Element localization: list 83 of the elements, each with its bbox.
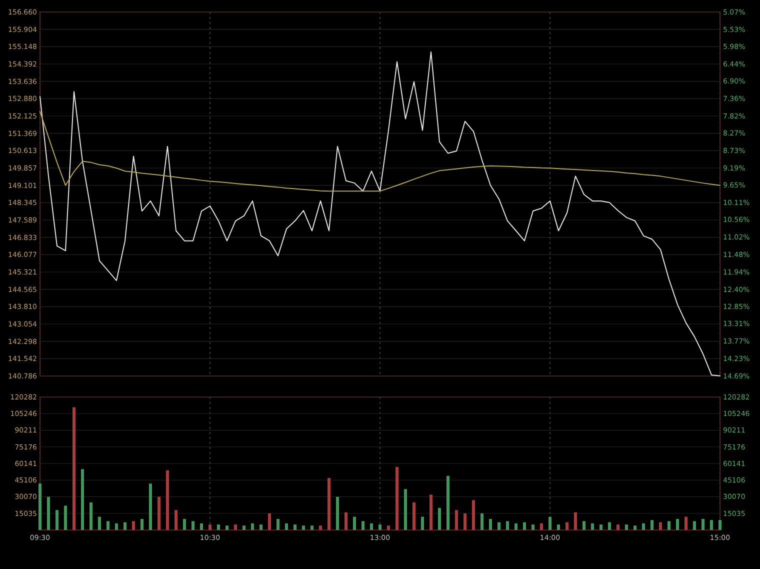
bar bbox=[319, 526, 322, 530]
bar bbox=[226, 526, 228, 530]
bar bbox=[251, 523, 254, 530]
bar bbox=[557, 524, 560, 530]
bar bbox=[412, 502, 416, 530]
bar bbox=[387, 526, 390, 530]
bar bbox=[446, 476, 450, 530]
bar bbox=[582, 521, 586, 530]
bar bbox=[506, 521, 509, 530]
bar bbox=[693, 521, 696, 530]
bar bbox=[208, 524, 212, 530]
bar bbox=[183, 518, 186, 530]
bar bbox=[532, 524, 534, 530]
bar bbox=[132, 521, 135, 530]
bar bbox=[294, 524, 296, 530]
bar bbox=[438, 508, 441, 530]
bar bbox=[650, 520, 654, 530]
bar bbox=[106, 521, 110, 530]
bar bbox=[430, 494, 432, 530]
bar bbox=[370, 523, 373, 530]
bar bbox=[378, 524, 382, 530]
bar bbox=[158, 496, 160, 530]
bar bbox=[217, 524, 220, 530]
bar bbox=[260, 524, 262, 530]
line-series bbox=[40, 111, 720, 192]
bar bbox=[115, 523, 118, 530]
bar bbox=[472, 500, 475, 530]
bar bbox=[684, 516, 688, 530]
bar bbox=[362, 521, 364, 530]
bar bbox=[659, 522, 662, 530]
bar bbox=[72, 407, 76, 530]
bar bbox=[514, 523, 518, 530]
bar bbox=[192, 521, 194, 530]
bar bbox=[310, 526, 314, 530]
bar bbox=[38, 484, 42, 530]
bar bbox=[634, 526, 636, 530]
bar bbox=[498, 522, 500, 530]
bar bbox=[166, 470, 169, 530]
bar bbox=[404, 489, 407, 530]
bar bbox=[90, 502, 92, 530]
bar bbox=[608, 522, 611, 530]
bar bbox=[668, 521, 670, 530]
bar bbox=[718, 520, 722, 530]
bar bbox=[616, 524, 620, 530]
bar bbox=[328, 478, 330, 530]
bar bbox=[242, 526, 246, 530]
bar bbox=[540, 523, 543, 530]
bar bbox=[464, 513, 466, 530]
bar bbox=[574, 512, 577, 530]
bar bbox=[489, 518, 492, 530]
bar bbox=[56, 510, 58, 530]
bar bbox=[98, 516, 101, 530]
bar bbox=[625, 524, 628, 530]
bar bbox=[548, 516, 552, 530]
bar bbox=[353, 516, 356, 530]
bar bbox=[344, 512, 348, 530]
bar bbox=[710, 520, 713, 530]
bar bbox=[124, 522, 126, 530]
bar bbox=[480, 513, 484, 530]
line-series bbox=[40, 51, 720, 376]
bar bbox=[566, 522, 568, 530]
bar bbox=[642, 523, 645, 530]
bar bbox=[336, 496, 339, 530]
bar bbox=[140, 518, 144, 530]
bar bbox=[591, 523, 594, 530]
bar bbox=[676, 518, 679, 530]
bar bbox=[523, 522, 526, 530]
bar bbox=[200, 523, 203, 530]
bar bbox=[455, 510, 458, 530]
bar bbox=[276, 518, 280, 530]
bar bbox=[396, 466, 398, 530]
bar bbox=[600, 524, 602, 530]
bar bbox=[268, 513, 271, 530]
bar bbox=[149, 484, 152, 530]
bar bbox=[234, 524, 237, 530]
bar bbox=[64, 506, 67, 530]
bar bbox=[421, 516, 424, 530]
bar bbox=[47, 496, 50, 530]
bar bbox=[81, 469, 84, 530]
bar bbox=[302, 526, 305, 530]
bar bbox=[702, 518, 704, 530]
bar bbox=[285, 523, 288, 530]
bar bbox=[174, 510, 178, 530]
